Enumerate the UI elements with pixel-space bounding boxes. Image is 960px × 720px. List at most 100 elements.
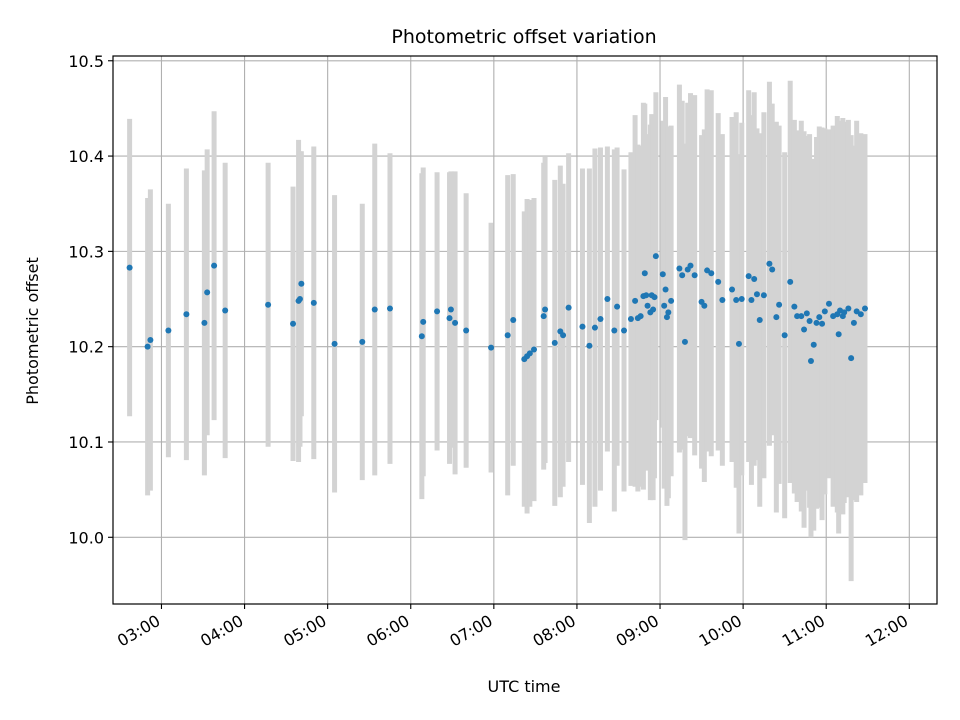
data-point: [510, 316, 517, 323]
chart-title: Photometric offset variation: [391, 26, 656, 48]
data-point: [719, 296, 726, 303]
data-point: [816, 314, 823, 321]
data-point: [756, 316, 763, 323]
data-point: [614, 303, 621, 310]
data-point: [579, 323, 586, 330]
data-point: [359, 338, 366, 345]
data-point: [806, 317, 813, 324]
data-point: [144, 343, 151, 350]
data-point: [201, 319, 208, 326]
data-point: [662, 286, 669, 293]
data-point: [735, 340, 742, 347]
y-tick-label: 10.4: [68, 147, 104, 166]
data-point: [691, 272, 698, 279]
data-point: [418, 333, 425, 340]
data-point: [290, 320, 297, 327]
data-point: [745, 273, 752, 280]
data-point: [748, 296, 755, 303]
data-point: [841, 309, 848, 316]
data-point: [663, 314, 670, 321]
data-point: [204, 289, 211, 296]
data-point: [794, 313, 801, 320]
data-point: [331, 340, 338, 347]
data-point: [644, 302, 651, 309]
y-tick-label: 10.1: [68, 433, 104, 452]
data-point: [781, 332, 788, 339]
data-point: [310, 299, 317, 306]
data-point: [542, 306, 549, 313]
data-point: [679, 272, 686, 279]
data-point: [801, 326, 808, 333]
data-point: [681, 338, 688, 345]
data-point: [803, 310, 810, 317]
data-point: [769, 266, 776, 273]
data-point: [540, 313, 547, 320]
data-point: [668, 297, 675, 304]
data-point: [753, 291, 760, 298]
data-point: [661, 302, 668, 309]
data-point: [643, 292, 650, 299]
data-point: [857, 311, 864, 318]
data-point: [126, 264, 133, 271]
data-point: [807, 357, 814, 364]
y-tick-label: 10.3: [68, 242, 104, 261]
y-axis-label: Photometric offset: [23, 257, 42, 405]
data-point: [751, 276, 758, 283]
data-point: [420, 318, 427, 325]
data-point: [627, 316, 634, 323]
data-point: [652, 253, 659, 260]
data-point: [632, 297, 639, 304]
data-point: [760, 292, 767, 299]
data-point: [729, 286, 736, 293]
data-point: [591, 324, 598, 331]
data-point: [586, 342, 593, 349]
data-point: [659, 271, 666, 278]
data-point: [298, 280, 305, 287]
data-point: [848, 355, 855, 362]
y-tick-label: 10.5: [68, 52, 104, 71]
data-point: [810, 341, 817, 348]
data-point: [637, 313, 644, 320]
data-point: [526, 350, 533, 357]
data-point: [222, 307, 229, 314]
data-point: [641, 270, 648, 277]
data-point: [787, 278, 794, 285]
y-tick-label: 10.0: [68, 528, 104, 547]
data-point: [651, 294, 658, 301]
data-point: [386, 305, 393, 312]
plot-area-frame: [112, 55, 938, 605]
data-point: [733, 296, 740, 303]
data-point: [452, 319, 459, 326]
data-point: [371, 306, 378, 313]
data-point: [825, 300, 832, 307]
data-point: [650, 306, 657, 313]
y-tick-label: 10.2: [68, 338, 104, 357]
data-point: [531, 346, 538, 353]
data-point: [551, 339, 558, 346]
data-point: [463, 327, 470, 334]
data-point: [296, 296, 303, 303]
data-point: [835, 331, 842, 338]
data-point: [211, 262, 218, 269]
data-point: [621, 327, 628, 334]
data-point: [676, 265, 683, 272]
data-point: [434, 308, 441, 315]
data-point: [183, 311, 190, 318]
data-point: [687, 262, 694, 269]
data-point: [504, 332, 511, 339]
data-point: [791, 303, 798, 310]
data-point: [738, 296, 745, 303]
data-point: [766, 260, 773, 267]
data-point: [597, 316, 604, 323]
data-point: [165, 327, 172, 334]
data-point: [560, 332, 567, 339]
data-point: [488, 344, 495, 351]
data-point: [715, 278, 722, 285]
data-point: [265, 301, 272, 308]
data-point: [147, 337, 154, 344]
data-point: [850, 319, 857, 326]
data-point: [447, 306, 454, 313]
data-point: [446, 315, 453, 322]
data-point: [611, 327, 618, 334]
data-point: [701, 302, 708, 309]
